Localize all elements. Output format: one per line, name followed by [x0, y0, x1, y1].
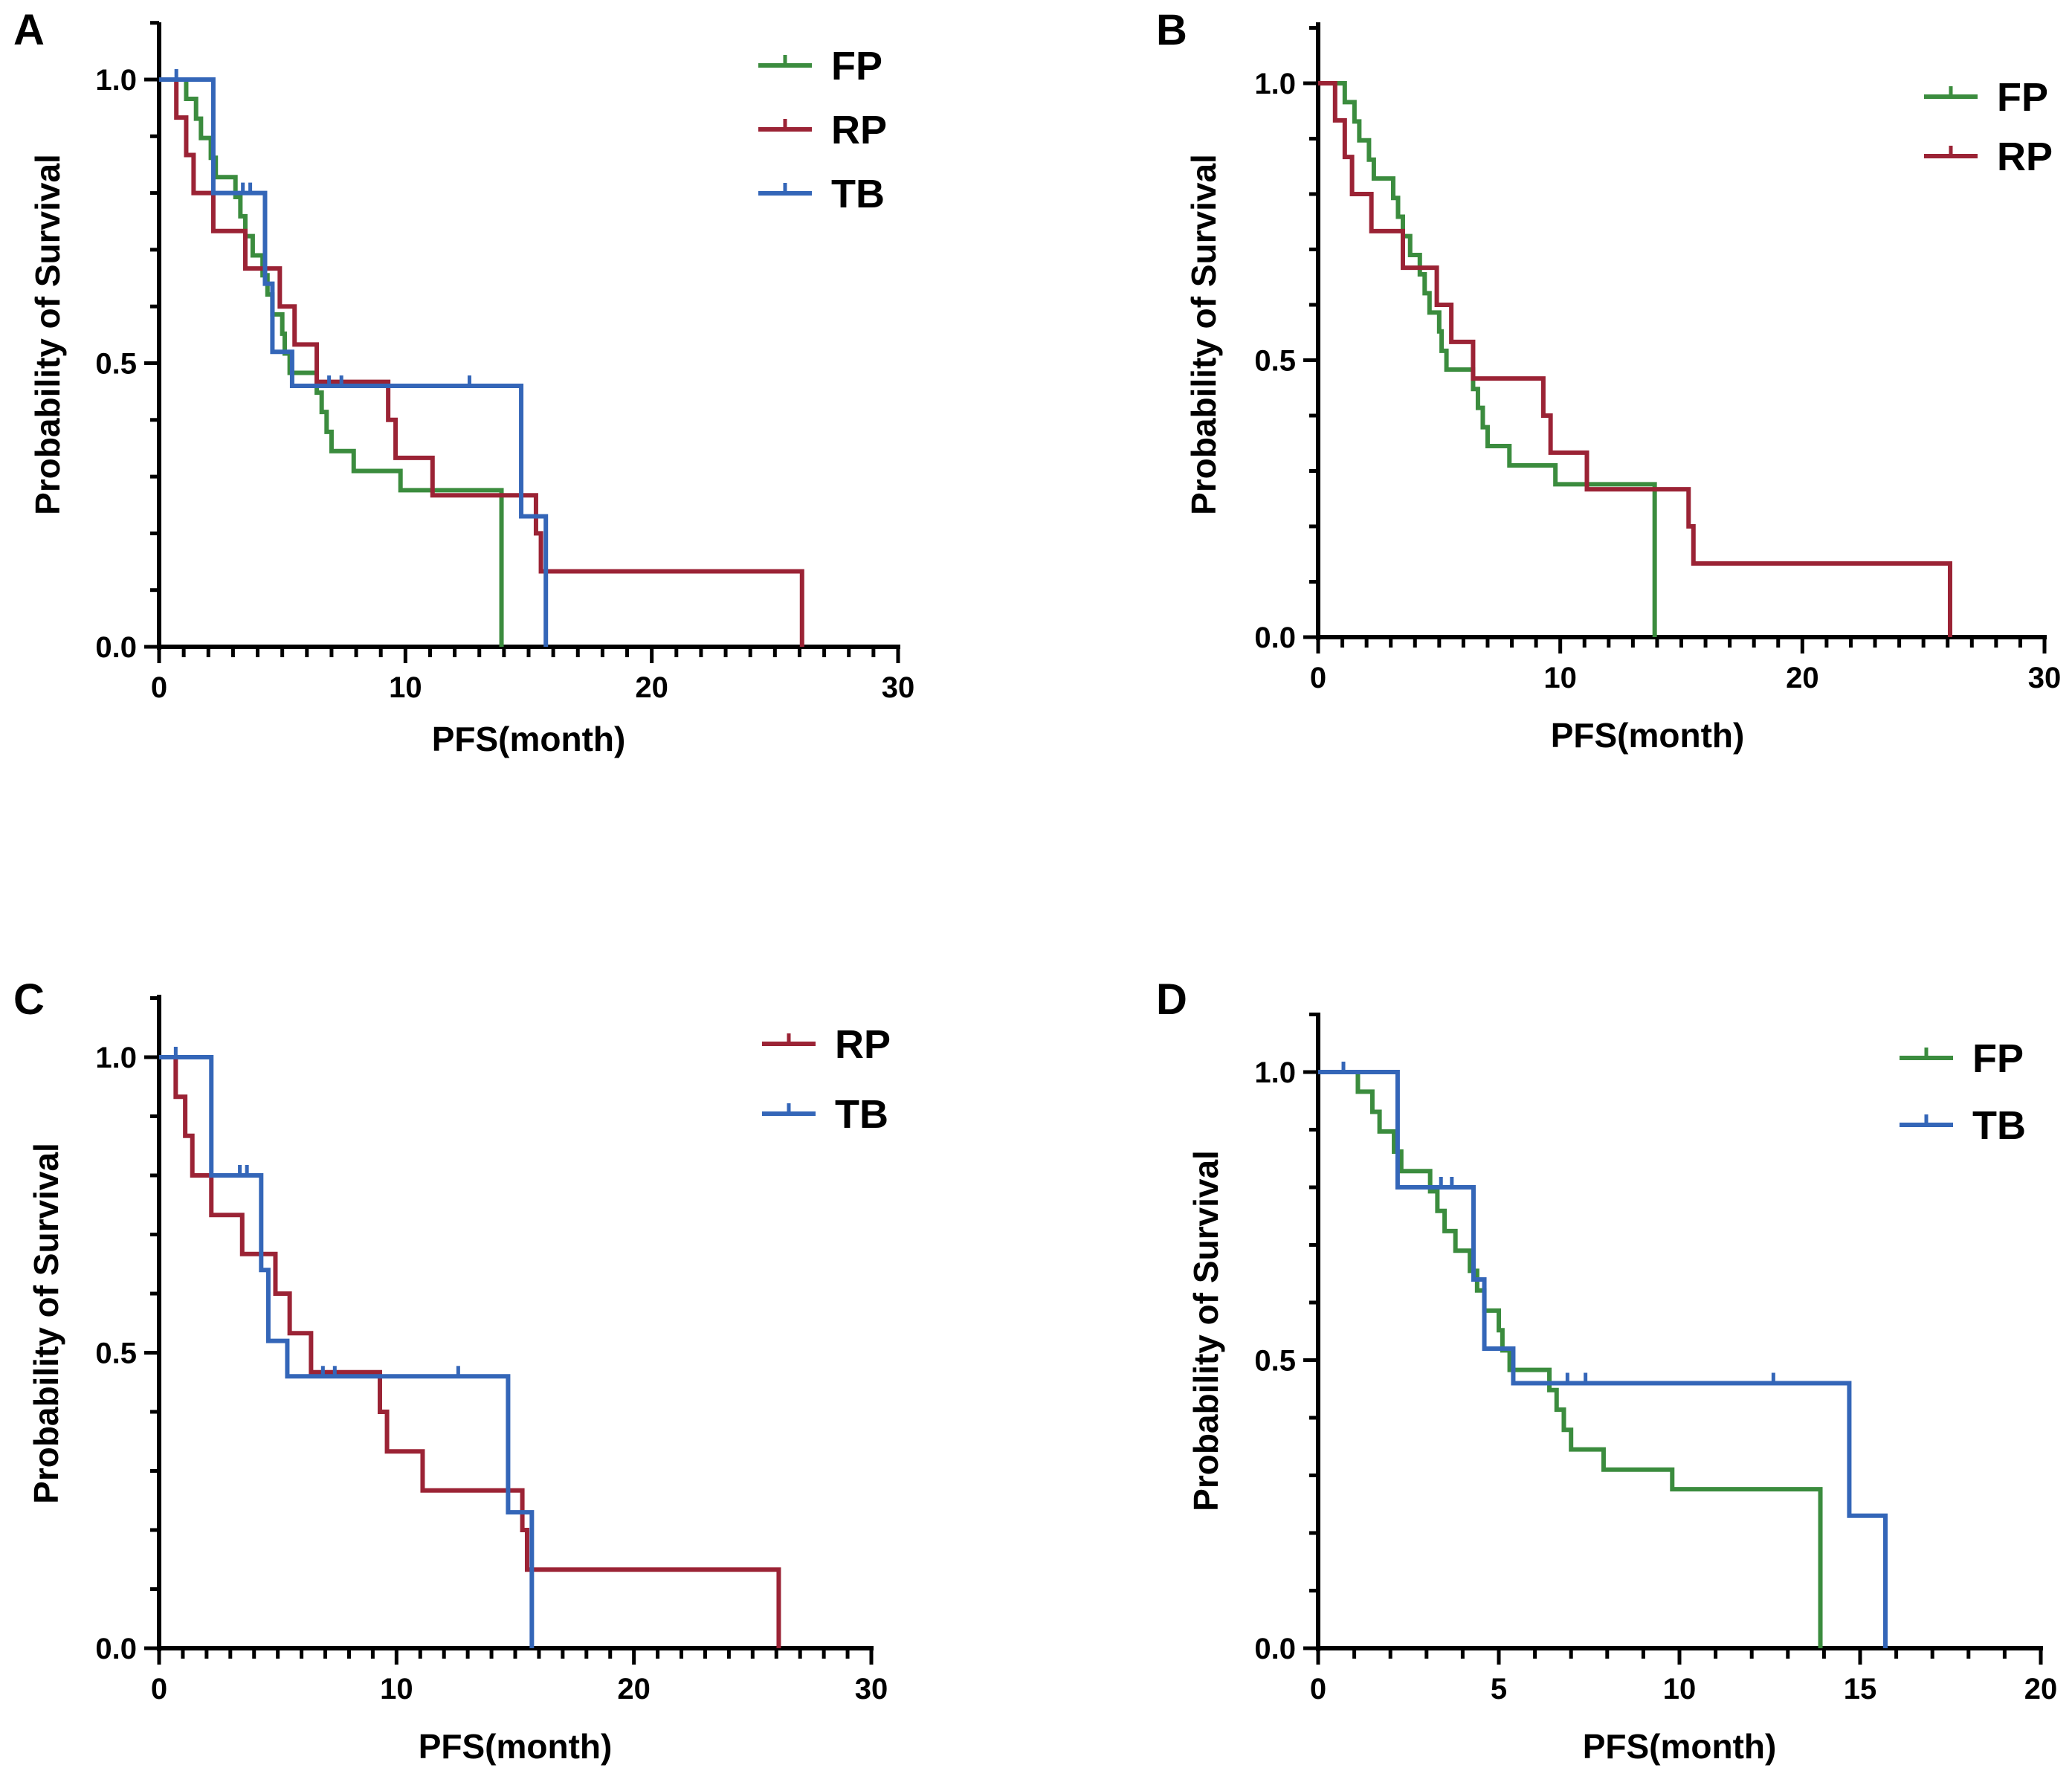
- survival-curve-tb: [1318, 1070, 1888, 1648]
- x-tick-label: 10: [1543, 662, 1577, 694]
- panel-letter-a: A: [13, 6, 45, 54]
- legend-label-tb: TB: [835, 1092, 888, 1137]
- y-tick-label: 0.0: [1254, 1633, 1296, 1665]
- panel-b: B 0.0 0.5 1.0 0 10 20 30 PFS(month) Probability o…: [1156, 6, 2061, 755]
- x-tick-label: 0: [1310, 662, 1326, 694]
- legend-label-tb: TB: [831, 172, 885, 216]
- survival-curve-tb: [159, 1055, 535, 1648]
- y-tick-label: 0.5: [95, 348, 137, 381]
- x-tick-label: 15: [1844, 1673, 1877, 1705]
- survival-curve-fp: [1318, 1070, 1823, 1648]
- legend-label-fp: FP: [1972, 1036, 2024, 1081]
- legend-label-tb: TB: [1972, 1103, 2026, 1148]
- panel-letter-b: B: [1156, 6, 1187, 54]
- y-axis-label: Probability of Survival: [1187, 1150, 1225, 1511]
- y-tick-label: 0.5: [95, 1337, 137, 1370]
- survival-curve-fp: [1318, 81, 1657, 637]
- survival-curve-tb: [159, 77, 549, 647]
- x-axis-label: PFS(month): [419, 1727, 613, 1766]
- panel-letter-d: D: [1156, 975, 1187, 1024]
- y-tick-label: 0.5: [1254, 1345, 1296, 1378]
- x-axis-label: PFS(month): [432, 720, 626, 758]
- legend-label-fp: FP: [831, 44, 882, 88]
- y-tick-label: 0.0: [95, 631, 137, 664]
- y-tick-label: 0.0: [95, 1633, 137, 1665]
- legend-label-rp: RP: [1997, 135, 2053, 179]
- survival-curve-rp: [159, 77, 804, 647]
- x-axis-label: PFS(month): [1551, 716, 1745, 755]
- x-tick-label: 20: [1786, 662, 1819, 694]
- y-tick-label: 1.0: [1254, 1056, 1296, 1089]
- x-tick-label: 10: [389, 671, 422, 704]
- y-tick-label: 0.0: [1254, 622, 1296, 654]
- y-tick-label: 1.0: [1254, 68, 1296, 100]
- x-tick-label: 30: [2028, 662, 2062, 694]
- x-axis-label: PFS(month): [1583, 1727, 1777, 1766]
- panel-letter-c: C: [13, 975, 45, 1024]
- survival-curve-rp: [159, 1055, 781, 1648]
- x-tick-label: 30: [882, 671, 915, 704]
- x-tick-label: 0: [1310, 1673, 1326, 1705]
- x-tick-label: 0: [151, 1673, 167, 1705]
- x-tick-label: 0: [151, 671, 167, 704]
- x-tick-label: 10: [380, 1673, 413, 1705]
- y-axis-label: Probability of Survival: [27, 1143, 65, 1504]
- x-tick-label: 30: [855, 1673, 888, 1705]
- panel-c: C 0.0 0.5 1.0 0 10 20 30 PFS(month) Probability o…: [13, 975, 891, 1766]
- x-tick-label: 20: [635, 671, 668, 704]
- y-tick-label: 1.0: [95, 64, 137, 97]
- legend-label-rp: RP: [835, 1022, 891, 1067]
- y-axis-label: Probability of Survival: [1184, 154, 1223, 515]
- y-axis-label: Probability of Survival: [28, 154, 67, 515]
- x-tick-label: 20: [617, 1673, 651, 1705]
- x-tick-label: 10: [1663, 1673, 1697, 1705]
- y-tick-label: 1.0: [95, 1042, 137, 1074]
- panel-a: A 0.0 0.5 1.0 0 10 20 30 PFS(month) Probability o…: [13, 6, 914, 758]
- x-tick-label: 5: [1491, 1673, 1507, 1705]
- legend-label-fp: FP: [1997, 75, 2048, 120]
- survival-curve-fp: [159, 77, 504, 647]
- y-tick-label: 0.5: [1254, 345, 1296, 378]
- panel-d: D 0.0 0.5 1.0 0 5 10 15 20 PFS(month) Probability …: [1156, 975, 2057, 1766]
- x-tick-label: 20: [2024, 1673, 2058, 1705]
- legend-label-rp: RP: [831, 108, 887, 152]
- survival-curve-rp: [1318, 81, 1952, 637]
